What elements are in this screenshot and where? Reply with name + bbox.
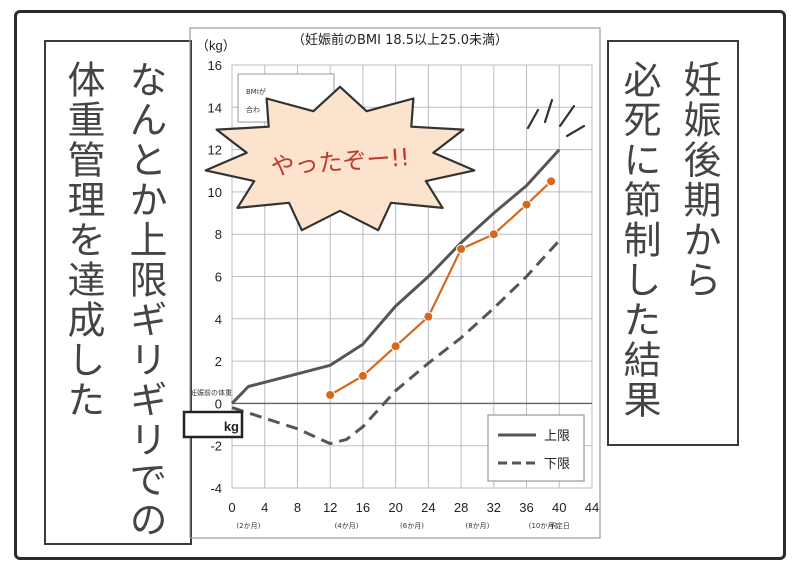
right-caption-line-2: 必死に節制した結果 — [617, 60, 661, 420]
measured-weight-point — [390, 341, 401, 352]
measured-weight-point — [357, 370, 368, 381]
x-tick-label: 16 — [356, 500, 370, 515]
measured-weight-point — [488, 229, 499, 240]
hidden-info-line-2: 合わ — [246, 105, 260, 114]
y-tick-label: 16 — [208, 58, 222, 73]
x-tick-label: 24 — [421, 500, 435, 515]
y-tick-label: 14 — [208, 100, 222, 115]
y-tick-label: 12 — [208, 143, 222, 158]
speech-bubble-shape — [204, 85, 476, 232]
measured-weight-point — [456, 244, 467, 255]
x-tick-label: 0 — [228, 500, 235, 515]
comic-panel-frame — [14, 10, 786, 560]
right-caption-box: 妊娠後期から 必死に節制した結果 — [607, 40, 739, 446]
month-label: (10か月) — [529, 522, 558, 530]
excitement-mark — [558, 104, 576, 128]
y-tick-label: 6 — [215, 270, 222, 285]
left-caption-line-1: なんとか上限ギリギリでの — [123, 60, 167, 540]
x-tick-label: 36 — [519, 500, 533, 515]
due-date-label: 予定日 — [549, 521, 570, 530]
excitement-mark — [565, 124, 586, 138]
measured-weight-point — [325, 389, 336, 400]
upper-limit-line — [230, 148, 561, 405]
month-label: (4か月) — [335, 522, 359, 530]
y-axis-unit-label: （kg） — [196, 38, 236, 53]
x-tick-label: 20 — [388, 500, 402, 515]
baseline-unit-label: kg — [224, 419, 239, 434]
measured-weight-line — [329, 180, 552, 396]
chart-outer-box — [189, 27, 601, 539]
x-tick-label: 40 — [552, 500, 566, 515]
hidden-info-line-1: BMIが — [246, 87, 266, 96]
measured-weight-point — [521, 199, 532, 210]
y-tick-label: 4 — [215, 312, 222, 327]
right-caption-text: 妊娠後期から 必死に節制した結果 — [609, 60, 729, 420]
x-tick-label: 44 — [585, 500, 599, 515]
excitement-mark — [526, 108, 540, 130]
right-caption-line-1: 妊娠後期から — [677, 60, 721, 300]
left-caption-box: なんとか上限ギリギリでの 体重管理を達成した — [44, 40, 192, 545]
month-label: (8か月) — [465, 522, 489, 530]
month-label: (2か月) — [236, 522, 260, 530]
y-tick-label: 2 — [215, 354, 222, 369]
x-tick-label: 4 — [261, 500, 268, 515]
legend-upper-label: 上限 — [544, 428, 570, 443]
baseline-label: 妊娠前の体重 — [190, 388, 232, 397]
y-tick-label: 10 — [208, 185, 222, 200]
legend-lower-label: 下限 — [544, 456, 570, 471]
measured-weight-point — [423, 311, 434, 322]
y-tick-label: 8 — [215, 227, 222, 242]
chart-title: （妊娠前のBMI 18.5以上25.0未満） — [292, 32, 508, 48]
legend-box — [487, 414, 585, 482]
left-caption-line-2: 体重管理を達成した — [61, 60, 105, 420]
x-tick-label: 28 — [454, 500, 468, 515]
chart-series — [230, 148, 561, 446]
y-tick-label: -4 — [210, 481, 222, 496]
excitement-mark — [543, 98, 554, 124]
x-tick-label: 8 — [294, 500, 301, 515]
month-label: (6か月) — [400, 522, 424, 530]
baseline-input-box — [182, 410, 244, 439]
x-tick-label: 32 — [487, 500, 501, 515]
left-caption-text: なんとか上限ギリギリでの 体重管理を達成した — [52, 60, 176, 540]
y-tick-label: -2 — [210, 439, 222, 454]
measured-weight-point — [546, 176, 557, 187]
y-tick-label: 0 — [215, 396, 222, 411]
x-tick-label: 12 — [323, 500, 337, 515]
lower-limit-line — [231, 239, 561, 446]
